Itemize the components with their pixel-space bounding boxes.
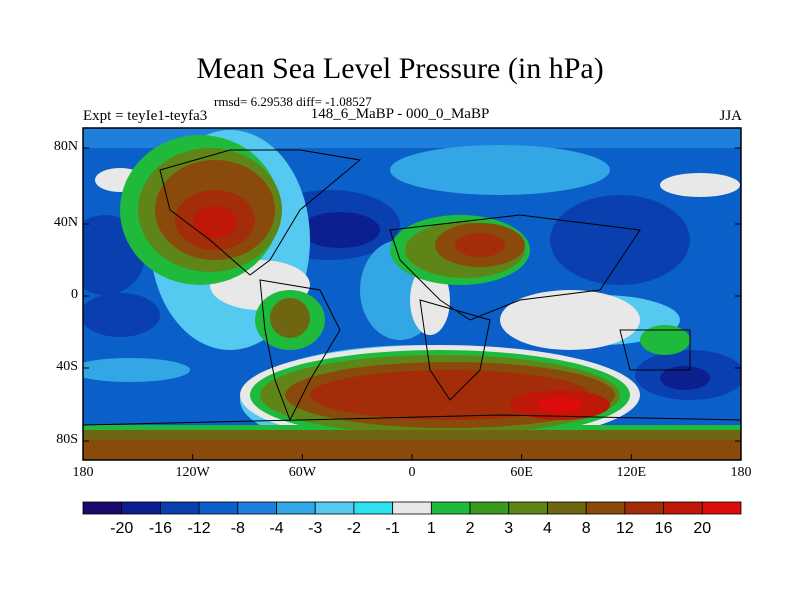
colorbar-label: -2 [346,520,362,537]
colorbar-label: 20 [693,520,712,537]
colorbar-swatch [198,501,239,515]
colorbar-swatch [585,501,626,515]
lat-label: 80S [56,432,78,447]
lon-label: 180 [72,465,94,480]
colorbar-swatch [237,501,277,515]
lon-label: 120E [616,465,647,480]
colorbar [82,501,742,515]
lon-label: 0 [408,465,416,480]
colorbar-swatch [469,501,510,515]
lat-label: 40S [56,359,78,374]
map-title: Mean Sea Level Pressure (in hPa) [196,52,604,85]
axis-ticks [82,147,742,460]
colorbar-label: 2 [465,520,475,537]
lon-label: 60E [510,465,533,480]
colorbar-swatch [121,501,161,515]
colorbar-swatch [508,501,548,515]
pressure-field [83,128,741,460]
colorbar-swatch [624,501,664,515]
colorbar-label: 16 [654,520,673,537]
season-label: JJA [719,108,742,124]
colorbar-label: -1 [385,520,400,537]
lat-label: 80N [53,139,78,154]
colorbar-swatch [314,501,355,515]
colorbar-label: 3 [504,520,514,537]
colorbar-label: 1 [426,520,436,537]
colorbar-label: 8 [581,520,591,537]
colorbar-label: -16 [148,520,172,537]
colorbar-label: -20 [110,520,134,537]
colorbar-swatch [663,501,703,515]
colorbar-swatch [276,501,316,515]
colorbar-swatch [160,501,200,515]
lat-label: 40N [53,215,78,230]
colorbar-label: -8 [230,520,245,537]
colorbar-swatch [82,501,123,515]
colorbar-swatch [701,501,742,515]
colorbar-label: -12 [187,520,211,537]
lat-label: 0 [71,287,78,302]
lon-label: 60W [288,465,316,480]
lon-label: 120W [175,465,210,480]
colorbar-label: 12 [615,520,634,537]
period-label: 148_6_MaBP - 000_0_MaBP [310,106,490,122]
colorbar-label: -4 [269,520,284,537]
colorbar-swatch [430,501,471,515]
stats-label: rmsd= 6.29538 diff= -1.08527 [214,94,372,109]
experiment-label: Expt = teyIe1-teyfa3 [83,108,208,124]
colorbar-swatch [353,501,394,515]
colorbar-label: 4 [543,520,552,537]
colorbar-swatch [547,501,587,515]
colorbar-label: -3 [308,520,323,537]
lon-label: 180 [730,465,752,480]
colorbar-swatch [392,501,432,515]
